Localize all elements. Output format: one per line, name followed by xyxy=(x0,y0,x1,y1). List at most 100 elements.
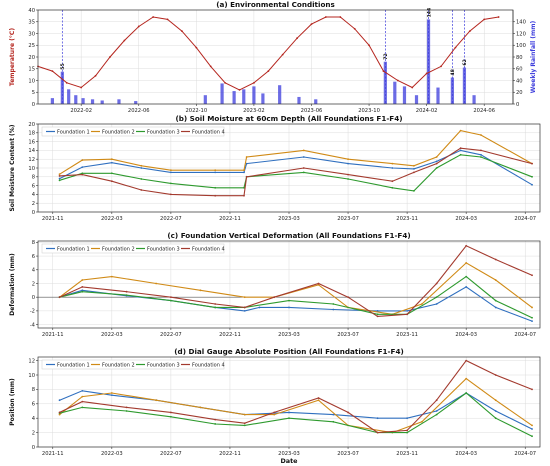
rainfall-bar xyxy=(252,86,256,104)
x-tick-label: 2023-03 xyxy=(278,332,300,338)
series-point-foundation-1 xyxy=(169,171,172,174)
y2-tick-label: 120 xyxy=(516,31,526,37)
series-point-foundation-4 xyxy=(465,359,468,362)
rainfall-bar xyxy=(402,86,407,104)
y-tick-label: 10 xyxy=(28,78,35,84)
y-tick-label: 35 xyxy=(28,20,35,26)
x-tick-label: 2024-07 xyxy=(514,451,536,457)
y-tick-label: 8 xyxy=(32,175,35,181)
y-tick-label: 0 xyxy=(32,210,35,216)
series-point-foundation-4 xyxy=(347,296,349,299)
x-tick-label: 2022-10 xyxy=(185,108,207,114)
y2-tick-label: 20 xyxy=(516,90,523,96)
series-point-foundation-1 xyxy=(243,309,246,312)
series-point-foundation-1 xyxy=(413,167,415,170)
series-point-foundation-2 xyxy=(459,129,462,132)
series-point-foundation-3 xyxy=(243,424,246,427)
series-point-foundation-4 xyxy=(125,406,128,409)
series-point-foundation-3 xyxy=(435,296,438,299)
temperature-point xyxy=(267,70,270,72)
series-point-foundation-3 xyxy=(140,178,143,180)
temperature-point xyxy=(310,23,313,25)
rainfall-bar xyxy=(393,81,397,104)
series-point-foundation-4 xyxy=(245,175,248,178)
series-point-foundation-1 xyxy=(494,410,497,412)
series-point-foundation-2 xyxy=(494,399,497,402)
x-tick-label: 2022-02 xyxy=(70,108,92,114)
series-point-foundation-4 xyxy=(273,296,276,299)
y-tick-label: 0 xyxy=(32,445,35,451)
series-point-foundation-4 xyxy=(243,422,246,425)
series-point-foundation-2 xyxy=(480,134,482,136)
rainfall-bar xyxy=(436,87,440,104)
x-tick-label: 2022-06 xyxy=(128,108,150,114)
series-point-foundation-1 xyxy=(480,153,482,156)
legend-box xyxy=(41,126,225,137)
series-point-foundation-4 xyxy=(214,303,217,305)
y-tick-label: 5 xyxy=(32,90,35,96)
series-point-foundation-1 xyxy=(58,399,61,402)
series-point-foundation-3 xyxy=(531,435,533,438)
series-point-foundation-3 xyxy=(125,294,128,297)
series-point-foundation-3 xyxy=(214,186,217,189)
series-line-foundation-2 xyxy=(59,377,533,434)
y-tick-label: 2 xyxy=(32,201,35,207)
x-tick-label: 2023-03 xyxy=(278,216,300,222)
y2-axis-label: Weekly Rainfall (mm) xyxy=(530,21,537,94)
x-tick-label: 2024-06 xyxy=(473,108,495,114)
series-point-foundation-3 xyxy=(391,186,394,189)
series-point-foundation-4 xyxy=(480,149,482,152)
temperature-point xyxy=(440,65,442,68)
series-point-foundation-2 xyxy=(155,399,158,402)
rainfall-bar xyxy=(472,95,476,104)
temperature-point xyxy=(411,86,414,89)
rainfall-annotation-label: 55 xyxy=(60,63,66,69)
series-point-foundation-3 xyxy=(169,415,172,418)
legend-label: Foundation 4 xyxy=(192,362,225,368)
series-point-foundation-2 xyxy=(110,275,113,278)
legend-label: Foundation 3 xyxy=(147,362,180,368)
y-tick-label: -2 xyxy=(30,309,35,315)
panel-frame xyxy=(37,9,514,105)
rainfall-bar xyxy=(462,67,467,104)
series-point-foundation-2 xyxy=(243,413,246,416)
series-point-foundation-4 xyxy=(494,374,497,376)
series-point-foundation-4 xyxy=(273,411,276,414)
series-point-foundation-2 xyxy=(140,164,143,167)
series-point-foundation-3 xyxy=(58,179,61,182)
y-tick-label: 8 xyxy=(32,387,35,393)
series-point-foundation-3 xyxy=(332,420,335,423)
series-point-foundation-2 xyxy=(199,289,202,292)
y-tick-label: 20 xyxy=(28,122,35,128)
x-tick-label: 2024-07 xyxy=(514,216,536,222)
y-tick-label: 4 xyxy=(32,192,36,198)
series-point-foundation-4 xyxy=(169,193,172,196)
series-point-foundation-2 xyxy=(420,303,423,305)
series-point-foundation-1 xyxy=(435,303,438,305)
series-point-foundation-4 xyxy=(58,175,61,177)
x-tick-label: 2023-07 xyxy=(337,216,359,222)
temperature-point xyxy=(238,89,241,91)
x-tick-label: 2021-11 xyxy=(42,216,64,222)
series-point-foundation-1 xyxy=(531,320,533,323)
series-point-foundation-4 xyxy=(214,194,217,197)
series-point-foundation-4 xyxy=(125,290,128,293)
y2-tick-label: 100 xyxy=(516,43,526,49)
series-point-foundation-2 xyxy=(465,377,468,380)
legend-label: Foundation 2 xyxy=(102,362,135,368)
series-point-foundation-2 xyxy=(391,162,394,165)
legend-label: Foundation 2 xyxy=(102,129,135,135)
x-tick-label: 2022-03 xyxy=(101,216,123,222)
series-point-foundation-2 xyxy=(435,156,438,158)
y-tick-label: 2 xyxy=(32,430,35,436)
series-point-foundation-4 xyxy=(435,282,438,285)
series-point-foundation-3 xyxy=(376,313,379,316)
x-tick-label: 2022-07 xyxy=(160,332,182,338)
x-tick-label: 2024-02 xyxy=(416,108,438,114)
temperature-point xyxy=(483,18,486,21)
y-tick-label: 40 xyxy=(28,8,35,14)
y-tick-label: 15 xyxy=(28,67,35,73)
series-point-foundation-2 xyxy=(494,279,497,281)
x-tick-label: 2024-03 xyxy=(455,451,477,457)
